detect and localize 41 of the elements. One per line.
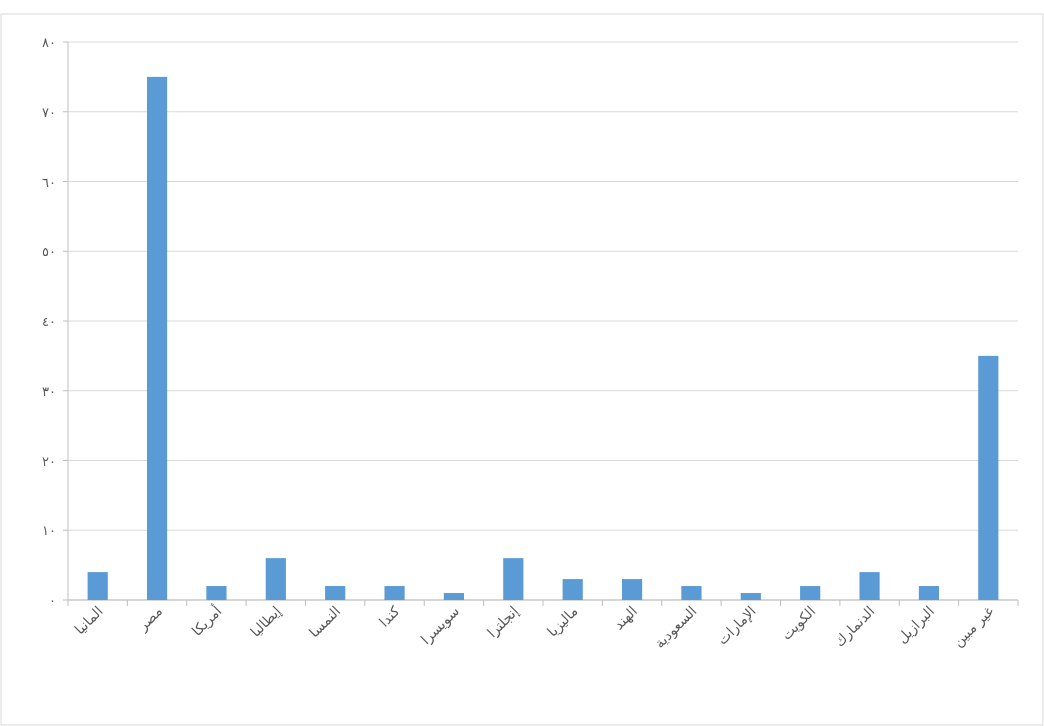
bar — [978, 355, 999, 600]
y-tick-label: ٨٠ — [42, 35, 56, 50]
bar — [621, 579, 643, 600]
bar — [859, 572, 880, 600]
bar — [740, 593, 761, 600]
x-tick-label: غير مبين — [949, 602, 998, 651]
x-tick-label: ماليزيا — [543, 602, 582, 641]
bar — [918, 586, 940, 600]
bar — [681, 586, 702, 600]
x-tick-label: الهند — [610, 602, 641, 634]
y-tick-label: ٥٠ — [42, 244, 56, 260]
bar — [146, 76, 168, 600]
x-tick-label: النمسا — [305, 602, 344, 641]
x-tick-label: الكويت — [778, 602, 820, 644]
y-tick-label: ٤٠ — [42, 314, 56, 329]
y-tick-label: ٣٠ — [42, 383, 56, 399]
y-tick-label: ٢٠ — [42, 453, 56, 469]
x-tick-label: إنجلترا — [483, 602, 523, 642]
y-tick-label: ٦٠ — [42, 174, 56, 190]
bar — [265, 558, 286, 600]
x-tick-label: كندا — [375, 602, 403, 630]
x-tick-label: البرازيل — [893, 602, 938, 647]
x-tick-label: المانيا — [71, 602, 106, 638]
bar — [206, 586, 227, 600]
bar — [562, 579, 583, 600]
bar — [325, 586, 346, 600]
x-tick-label: الإمارات — [714, 602, 760, 649]
y-tick-label: ١٠ — [42, 523, 56, 539]
x-tick-label: مصر — [133, 602, 166, 635]
bar — [443, 593, 465, 600]
bar — [503, 558, 524, 600]
x-tick-label: سويسرا — [417, 602, 463, 649]
x-tick-label: إيطاليا — [246, 602, 285, 641]
bar — [384, 586, 405, 600]
bar — [87, 572, 108, 600]
x-tick-label: السعودية — [651, 602, 701, 652]
x-tick-label: الدنمارك — [830, 602, 879, 651]
x-tick-label: أمريكا — [187, 602, 226, 640]
bar — [800, 586, 821, 600]
y-tick-label: ٧٠ — [42, 104, 56, 120]
y-tick-label: ٠ — [49, 593, 56, 608]
